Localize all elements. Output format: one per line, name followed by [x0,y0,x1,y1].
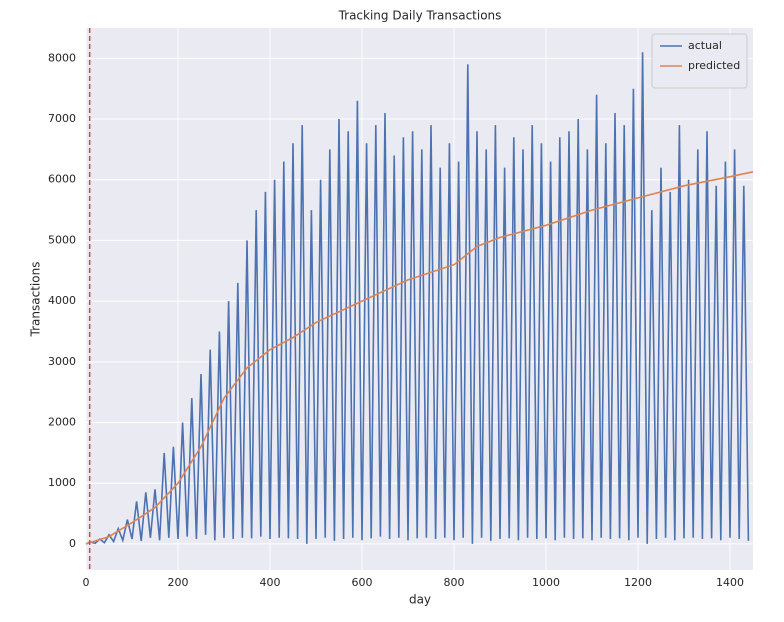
x-tick-label: 1400 [716,576,744,589]
x-tick-label: 0 [83,576,90,589]
y-axis-label: Transactions [29,262,43,338]
legend-label: predicted [688,59,740,72]
x-tick-label: 1000 [532,576,560,589]
y-tick-label: 3000 [48,355,76,368]
series-line [85,52,750,545]
y-tick-label: 6000 [48,173,76,186]
x-tick-label: 600 [352,576,373,589]
chart-title: Tracking Daily Transactions [338,9,502,23]
x-axis-label: day [409,593,431,607]
legend-label: actual [688,39,722,52]
y-tick-label: 2000 [48,416,76,429]
x-tick-label: 1200 [624,576,652,589]
y-tick-label: 5000 [48,233,76,246]
x-tick-label: 400 [260,576,281,589]
y-tick-label: 7000 [48,112,76,125]
series-line [85,171,754,545]
y-tick-label: 1000 [48,476,76,489]
legend-box [651,33,748,89]
y-tick-label: 8000 [48,51,76,64]
x-tick-label: 200 [168,576,189,589]
y-tick-label: 0 [69,537,76,550]
y-tick-label: 4000 [48,294,76,307]
x-tick-label: 800 [444,576,465,589]
